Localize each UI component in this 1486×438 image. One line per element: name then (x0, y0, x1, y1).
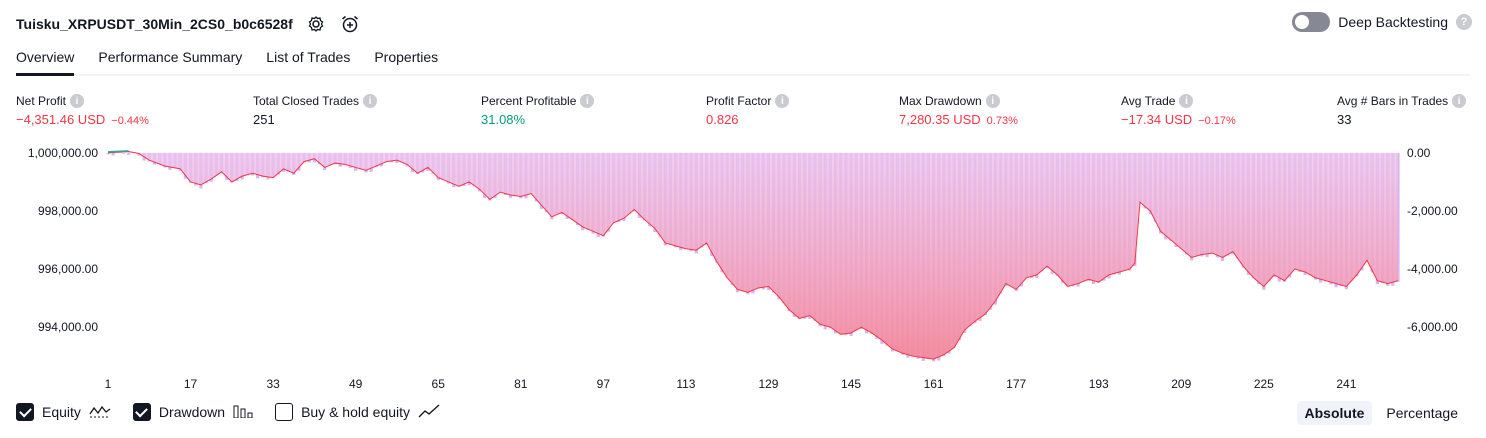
x-tick: 193 (1089, 377, 1109, 391)
equity-wave-icon (89, 404, 111, 421)
x-tick: 33 (266, 377, 280, 391)
tab-list-of-trades[interactable]: List of Trades (266, 49, 351, 65)
metric-avg-trade: Avg Trade i −17.34 USD −0.17% (1121, 94, 1236, 127)
y-left-tick: 998,000.00 (38, 204, 98, 218)
drawdown-bar (137, 152, 141, 156)
metric-percent: −0.17% (1198, 115, 1236, 127)
x-tick: 225 (1254, 377, 1274, 391)
metric-label: Avg # Bars in Trades (1337, 94, 1449, 108)
drawdown-checkbox[interactable] (132, 403, 151, 421)
info-icon[interactable]: i (775, 94, 790, 108)
y-right-tick: 0.00 (1407, 146, 1431, 160)
gear-icon[interactable] (305, 13, 327, 35)
metric-label: Net Profit (16, 94, 67, 108)
tab-properties[interactable]: Properties (374, 49, 439, 65)
drawdown-bar (106, 152, 110, 155)
tab-performance-summary[interactable]: Performance Summary (98, 49, 243, 65)
info-icon[interactable]: i (363, 94, 378, 108)
chart-legend: Equity Drawdown Buy & hold equity (16, 403, 440, 421)
metric-percent: −0.44% (111, 115, 149, 127)
metric-net-profit: Net Profit i −4,351.46 USD −0.44% (16, 94, 149, 127)
info-icon[interactable]: i (580, 94, 595, 108)
x-tick: 241 (1336, 377, 1356, 391)
drawdown-area (108, 151, 1398, 360)
strategy-name: Tuisku_XRPUSDT_30Min_2CS0_b0c6528f (16, 16, 293, 32)
metric-avg-bars-in-trades: Avg # Bars in Trades i 33 (1337, 94, 1467, 127)
y-left-tick: 996,000.00 (38, 262, 98, 276)
tab-bar: Overview Performance Summary List of Tra… (16, 44, 1470, 76)
absolute-button[interactable]: Absolute (1296, 401, 1373, 425)
info-icon[interactable]: i (1179, 94, 1194, 108)
metric-percent: 0.73% (986, 115, 1018, 127)
info-icon[interactable]: i (70, 94, 85, 108)
deep-backtesting-label: Deep Backtesting (1338, 14, 1448, 30)
x-tick: 49 (349, 377, 363, 391)
drawdown-bar (111, 152, 115, 156)
x-tick: 129 (758, 377, 778, 391)
legend-label: Equity (42, 404, 81, 420)
equity-checkbox[interactable] (16, 403, 34, 421)
x-tick: 81 (514, 377, 528, 391)
deep-backtesting-toggle[interactable] (1292, 12, 1331, 32)
legend-equity[interactable]: Equity (16, 403, 111, 421)
drawdown-bar (127, 152, 131, 155)
buy-hold-checkbox[interactable] (275, 403, 294, 421)
metric-label: Total Closed Trades (253, 94, 360, 108)
x-tick: 97 (597, 377, 611, 391)
equity-drawdown-chart[interactable]: 1,000,000.00 998,000.00 996,000.00 994,000.… (0, 140, 1486, 396)
x-tick: 65 (432, 377, 446, 391)
metric-value: 251 (253, 112, 275, 127)
metric-label: Percent Profitable (481, 94, 577, 108)
metric-value: −17.34 USD (1121, 112, 1193, 127)
metric-value: 0.826 (706, 112, 739, 127)
metric-value: 7,280.35 USD (899, 112, 981, 127)
metric-profit-factor: Profit Factor i 0.826 (706, 94, 790, 127)
trend-line-icon (418, 403, 440, 421)
metric-label: Avg Trade (1121, 94, 1176, 108)
percentage-button[interactable]: Percentage (1386, 405, 1458, 421)
legend-label: Drawdown (158, 404, 226, 420)
display-mode: Absolute Percentage (1296, 401, 1467, 425)
drawdown-bar (121, 152, 126, 154)
x-tick: 177 (1006, 377, 1026, 391)
drawdown-bars-icon (233, 404, 253, 421)
metric-value: 31.08% (481, 112, 526, 127)
metric-max-drawdown: Max Drawdown i 7,280.35 USD 0.73% (899, 94, 1018, 127)
legend-label: Buy & hold equity (301, 404, 411, 420)
alarm-clock-plus-icon[interactable] (339, 13, 361, 35)
metric-value: −4,351.46 USD (16, 112, 106, 127)
x-tick: 145 (841, 377, 861, 391)
legend-drawdown[interactable]: Drawdown (132, 403, 253, 421)
tab-overview[interactable]: Overview (16, 44, 75, 76)
y-right-tick: -2,000.00 (1407, 204, 1458, 218)
help-icon[interactable]: ? (1456, 14, 1472, 30)
deep-backtesting: Deep Backtesting ? (1292, 12, 1472, 32)
legend-buy-hold[interactable]: Buy & hold equity (275, 403, 440, 421)
y-left-tick: 994,000.00 (38, 320, 98, 334)
equity-start-segment (107, 150, 129, 153)
x-tick: 209 (1171, 377, 1191, 391)
strategy-header: Tuisku_XRPUSDT_30Min_2CS0_b0c6528f (16, 12, 361, 36)
x-tick: 113 (676, 377, 695, 391)
info-icon[interactable]: i (1452, 94, 1467, 108)
y-right-tick: -4,000.00 (1407, 262, 1458, 276)
y-right-tick: -6,000.00 (1407, 320, 1458, 334)
x-tick: 161 (924, 377, 944, 391)
metric-label: Profit Factor (706, 94, 772, 108)
metric-total-closed-trades: Total Closed Trades i 251 (253, 94, 378, 127)
metric-percent-profitable: Percent Profitable i 31.08% (481, 94, 595, 127)
metric-value: 33 (1337, 112, 1352, 127)
y-left-tick: 1,000,000.00 (28, 146, 98, 160)
x-tick: 17 (184, 377, 198, 391)
x-tick: 1 (105, 377, 112, 391)
metric-label: Max Drawdown (899, 94, 982, 108)
info-icon[interactable]: i (985, 94, 1000, 108)
equity-line (107, 150, 1399, 360)
